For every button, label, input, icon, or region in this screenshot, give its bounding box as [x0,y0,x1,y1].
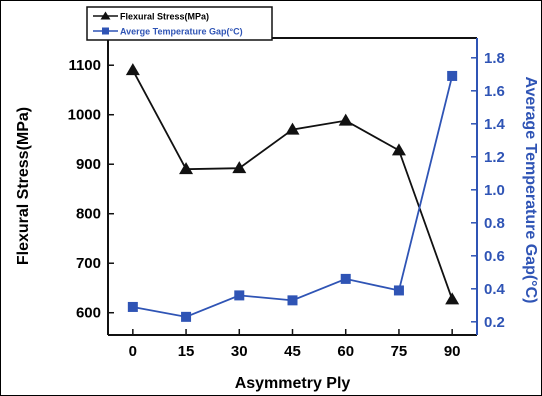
data-point-temperature [393,285,404,296]
data-point-temperature [234,290,245,301]
y2-tick-label: 1.4 [484,116,506,133]
legend-marker-square [102,27,109,35]
y2-tick-label: 1.2 [484,149,505,166]
series-layer [125,63,460,322]
y2-tick-label: 0.2 [484,314,505,331]
x-tick-label: 75 [391,343,408,360]
legend-marker-triangle [100,11,111,20]
data-point-flexural [125,63,140,76]
y-tick-label: 800 [76,206,101,223]
y-axis-title: Flexural Stress(MPa) [15,107,32,265]
legend-box [86,6,273,41]
data-point-temperature [181,311,192,322]
y2-tick-label: 1.8 [484,50,505,67]
data-point-flexural [391,143,406,156]
data-point-flexural [338,113,353,126]
x-tick-label: 30 [231,343,248,360]
data-point-flexural [285,122,300,135]
x-tick-label: 15 [178,343,195,360]
x-tick-label: 90 [444,343,461,360]
y2-tick-label: 0.6 [484,248,505,265]
data-point-temperature [127,301,138,312]
x-tick-label: 60 [337,343,354,360]
y2-axis-title: Average Temperature Gap(°C) [522,77,539,304]
data-point-temperature [447,70,458,81]
y2-tick-label: 0.4 [484,281,506,298]
y-tick-label: 1000 [68,107,101,124]
data-point-temperature [340,273,351,284]
legend-label-temperature: Averge Temperature Gap(°C) [120,27,243,37]
data-point-flexural [445,292,460,305]
y-tick-label: 700 [76,255,101,272]
y2-tick-label: 1.6 [484,83,505,100]
y-tick-label: 600 [76,305,101,322]
x-axis-title: Asymmetry Ply [235,375,351,392]
data-point-temperature [287,295,298,306]
data-point-flexural [179,162,194,175]
y2-tick-label: 0.8 [484,215,505,232]
x-tick-label: 45 [284,343,301,360]
x-tick-label: 0 [129,343,137,360]
legend: Flexural Stress(MPa) Averge Temperature … [86,6,273,41]
y-tick-label: 1100 [68,57,101,74]
y-tick-label: 900 [76,156,101,173]
legend-label-flexural: Flexural Stress(MPa) [120,12,209,22]
data-point-flexural [232,161,247,174]
axis-ticks: 0 15 30 45 60 75 90 600 700 800 900 1000 1100 0.2 0.4 0… [68,50,506,360]
y2-tick-label: 1.0 [484,182,505,199]
